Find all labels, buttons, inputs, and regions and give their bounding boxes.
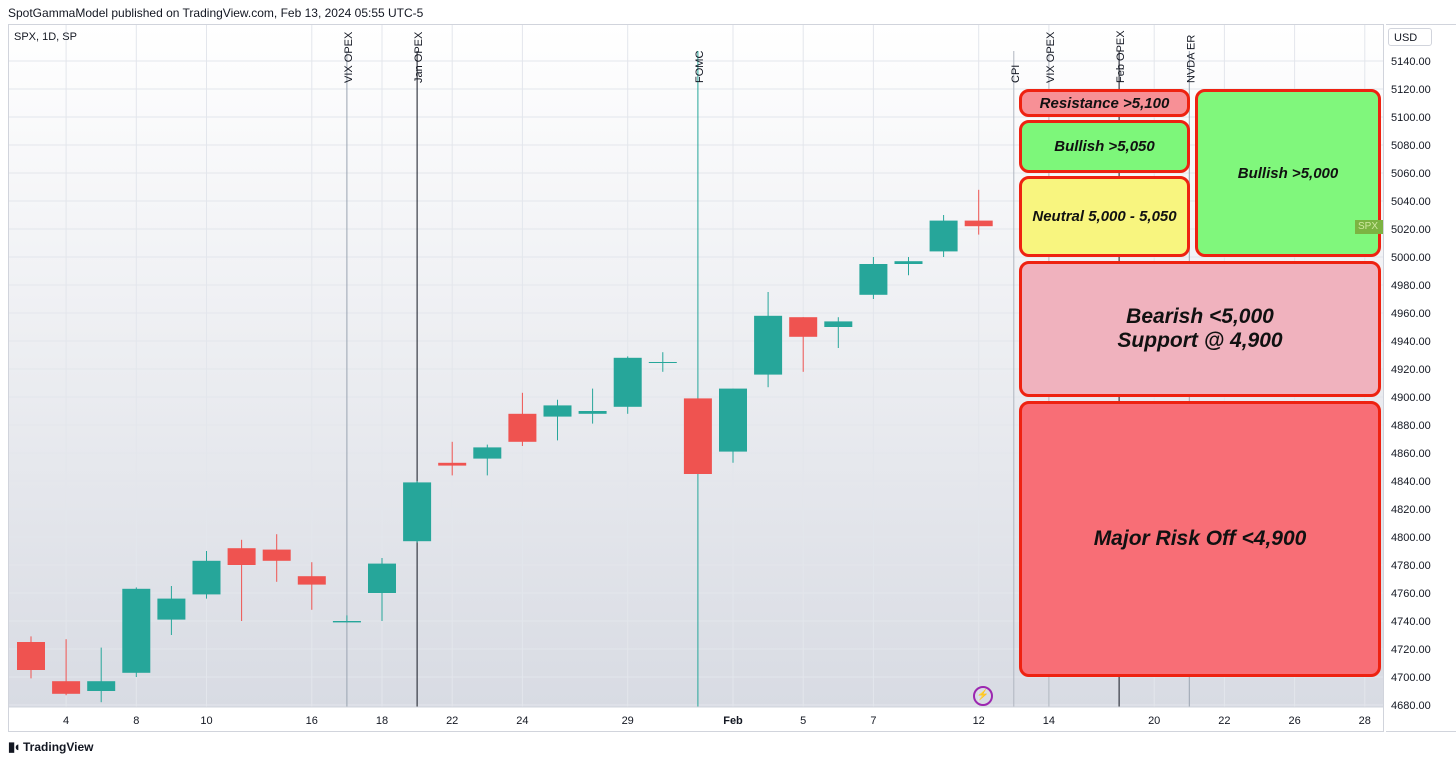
zone-box: Bearish <5,000 Support @ 4,900 xyxy=(1019,261,1381,397)
candle-body xyxy=(17,642,45,670)
candle-body xyxy=(824,321,853,327)
time-tick-label: 22 xyxy=(1218,715,1230,727)
price-tick-label: 4940.00 xyxy=(1391,336,1431,348)
price-tick-label: 4780.00 xyxy=(1391,560,1431,572)
price-tick-label: 4700.00 xyxy=(1391,672,1431,684)
price-tick-label: 4740.00 xyxy=(1391,616,1431,628)
candle-body xyxy=(789,317,818,337)
time-tick-label: 5 xyxy=(800,715,806,727)
candle-body xyxy=(754,315,783,375)
tradingview-footer[interactable]: ▮◖ TradingView xyxy=(8,739,93,755)
candle-body xyxy=(192,560,221,595)
price-tick-label: 4820.00 xyxy=(1391,504,1431,516)
time-tick-label: 16 xyxy=(306,715,318,727)
candle-body xyxy=(227,548,256,565)
event-label: VIX OPEX xyxy=(1045,31,1057,83)
zone-box: Neutral 5,000 - 5,050 xyxy=(1019,175,1190,257)
candle-body xyxy=(87,681,116,691)
candle-body xyxy=(122,588,151,673)
candle-body xyxy=(332,621,361,623)
publisher-header: SpotGammaModel published on TradingView.… xyxy=(8,6,424,20)
candle-body xyxy=(52,681,81,694)
candle-body xyxy=(613,357,642,407)
candle-body xyxy=(894,261,923,264)
price-tick-label: 4980.00 xyxy=(1391,280,1431,292)
time-tick-label: Feb xyxy=(723,715,743,727)
tradingview-logo-icon: ▮◖ xyxy=(8,739,21,754)
currency-selector[interactable]: USD xyxy=(1388,28,1432,46)
candle-body xyxy=(403,482,432,542)
event-label: Jan OPEX xyxy=(413,31,425,83)
price-tick-label: 5120.00 xyxy=(1391,84,1431,96)
event-label: NVDA ER xyxy=(1185,35,1197,83)
price-tick-label: 5000.00 xyxy=(1391,252,1431,264)
time-tick-label: 8 xyxy=(133,715,139,727)
price-tick-label: 5100.00 xyxy=(1391,112,1431,124)
price-tick-label: 4900.00 xyxy=(1391,392,1431,404)
lightning-icon[interactable]: ⚡ xyxy=(973,686,993,706)
price-tick-label: 5140.00 xyxy=(1391,56,1431,68)
time-axis xyxy=(9,707,1383,731)
zone-box: Major Risk Off <4,900 xyxy=(1019,401,1381,677)
event-label: FOMC xyxy=(694,51,706,83)
time-tick-label: 28 xyxy=(1359,715,1371,727)
price-axis[interactable]: 4680.00 4700.00 4720.00 4740.00 4760.00 4780.… xyxy=(1386,24,1456,732)
candle-body xyxy=(438,462,467,466)
price-tick-label: 4920.00 xyxy=(1391,364,1431,376)
candle-body xyxy=(297,576,326,585)
candle-body xyxy=(683,398,712,474)
time-tick-label: 18 xyxy=(376,715,388,727)
time-tick-label: 4 xyxy=(63,715,69,727)
symbol-label: SPX, 1D, SP xyxy=(14,31,77,43)
price-tick-label: 4680.00 xyxy=(1391,700,1431,712)
candle-body xyxy=(473,447,502,459)
price-tick-label: 5080.00 xyxy=(1391,140,1431,152)
brand-label: TradingView xyxy=(23,740,94,754)
time-tick-label: 7 xyxy=(870,715,876,727)
price-tick-label: 5060.00 xyxy=(1391,168,1431,180)
time-tick-label: 10 xyxy=(200,715,212,727)
event-label: CPI xyxy=(1010,65,1022,83)
event-label: Feb OPEX xyxy=(1115,30,1127,83)
price-tick-label: 4720.00 xyxy=(1391,644,1431,656)
chart-pane[interactable]: VIX OPEX Jan OPEX FOMC CPI VIX OPEX Feb OPEX N… xyxy=(8,24,1384,732)
price-tick-label: 4880.00 xyxy=(1391,420,1431,432)
time-tick-label: 22 xyxy=(446,715,458,727)
zone-box: Resistance >5,100 xyxy=(1019,89,1190,117)
price-tick-label: 5020.00 xyxy=(1391,224,1431,236)
event-label: VIX OPEX xyxy=(343,31,355,83)
candle-body xyxy=(508,413,537,442)
candle-body xyxy=(929,220,958,252)
candle-body xyxy=(157,598,186,620)
candle-body xyxy=(964,220,993,227)
time-tick-label: 29 xyxy=(622,715,634,727)
price-tick-label: 4800.00 xyxy=(1391,532,1431,544)
price-tick-label: 4960.00 xyxy=(1391,308,1431,320)
candle-body xyxy=(262,549,291,561)
price-tick-label: 4840.00 xyxy=(1391,476,1431,488)
time-tick-label: 26 xyxy=(1288,715,1300,727)
price-tick-label: 4760.00 xyxy=(1391,588,1431,600)
price-axis-ticks: 4680.00 4700.00 4720.00 4740.00 4760.00 4780.… xyxy=(1391,56,1431,712)
last-price-tag: SPX xyxy=(1355,220,1383,235)
zone-box: Bullish >5,050 xyxy=(1019,119,1190,173)
candle-body xyxy=(578,411,607,414)
price-tick-label: 5040.00 xyxy=(1391,196,1431,208)
candle-body xyxy=(368,563,396,593)
time-tick-label: 24 xyxy=(516,715,528,727)
price-tick-label: 4860.00 xyxy=(1391,448,1431,460)
candle-body xyxy=(859,264,888,295)
candle-body xyxy=(648,362,677,363)
time-tick-label: 12 xyxy=(973,715,985,727)
time-tick-label: 14 xyxy=(1043,715,1055,727)
candle-body xyxy=(719,388,747,452)
candle-body xyxy=(543,405,572,417)
zone-box: Bullish >5,000 xyxy=(1195,89,1381,257)
time-tick-label: 20 xyxy=(1148,715,1160,727)
